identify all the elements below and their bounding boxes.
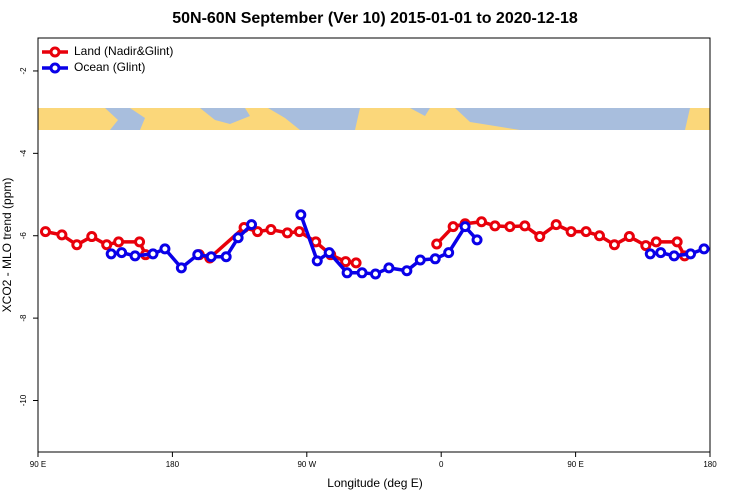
legend-marker	[49, 62, 61, 74]
data-point	[414, 254, 426, 266]
map-land	[105, 108, 145, 130]
data-point	[534, 231, 546, 243]
data-point	[431, 238, 443, 250]
data-point	[293, 226, 305, 238]
y-axis-label: XCO2 - MLO trend (ppm)	[0, 178, 14, 313]
data-point	[129, 250, 141, 262]
data-point	[685, 248, 697, 260]
data-point	[232, 232, 244, 244]
y-tick-label: -10	[19, 394, 28, 406]
data-point	[175, 262, 187, 274]
data-point	[311, 255, 323, 267]
data-point	[205, 251, 217, 263]
data-point	[323, 247, 335, 259]
data-point	[101, 239, 113, 251]
data-point	[671, 236, 683, 248]
data-point	[369, 268, 381, 280]
data-point	[504, 221, 516, 233]
x-tick-label: 180	[166, 460, 180, 469]
data-point	[640, 240, 652, 252]
data-point	[252, 226, 264, 238]
data-point	[340, 256, 352, 268]
data-point	[476, 216, 488, 228]
data-point	[56, 229, 68, 241]
legend-marker	[49, 46, 61, 58]
data-point	[220, 251, 232, 263]
legend-label: Ocean (Glint)	[74, 60, 145, 74]
data-point	[489, 220, 501, 232]
data-point	[698, 243, 710, 255]
data-point	[350, 257, 362, 269]
data-point	[134, 236, 146, 248]
x-axis-label: Longitude (deg E)	[327, 476, 422, 490]
series-line	[110, 223, 253, 270]
y-tick-label: -4	[19, 149, 28, 157]
map-land	[200, 108, 250, 124]
data-point	[593, 230, 605, 242]
data-point	[116, 247, 128, 259]
data-point	[608, 239, 620, 251]
y-tick-label: -6	[19, 232, 28, 240]
data-point	[383, 262, 395, 274]
data-point	[565, 226, 577, 238]
y-tick-label: -2	[19, 67, 28, 75]
x-tick-label: 90 E	[567, 460, 583, 469]
data-point	[113, 236, 125, 248]
data-point	[281, 227, 293, 239]
map-land	[268, 108, 360, 130]
data-point	[623, 231, 635, 243]
data-point	[644, 248, 656, 260]
data-point	[519, 220, 531, 232]
data-point	[295, 209, 307, 221]
y-tick-label: -8	[19, 314, 28, 322]
x-tick-label: 90 W	[297, 460, 316, 469]
chart-title: 50N-60N September (Ver 10) 2015-01-01 to…	[172, 10, 578, 27]
data-point	[265, 224, 277, 236]
data-point	[443, 247, 455, 259]
data-point	[86, 231, 98, 243]
map-land	[410, 108, 430, 116]
data-point	[105, 248, 117, 260]
data-point	[650, 236, 662, 248]
data-point	[459, 221, 471, 233]
data-point	[655, 247, 667, 259]
data-point	[447, 221, 459, 233]
x-tick-label: 0	[439, 460, 444, 469]
plot-frame	[37, 37, 711, 453]
data-point	[71, 239, 83, 251]
map-land	[455, 108, 690, 130]
data-point	[159, 243, 171, 255]
data-point	[550, 219, 562, 231]
map-strip	[38, 108, 710, 130]
data-point	[246, 219, 258, 231]
data-point	[471, 234, 483, 246]
legend-label: Land (Nadir&Glint)	[74, 44, 173, 58]
data-point	[192, 249, 204, 261]
data-point	[147, 248, 159, 260]
data-point	[341, 267, 353, 279]
data-point	[39, 226, 51, 238]
data-point	[429, 253, 441, 265]
data-point	[580, 226, 592, 238]
data-point	[401, 265, 413, 277]
x-tick-label: 90 E	[30, 460, 46, 469]
data-point	[356, 267, 368, 279]
x-tick-label: 180	[703, 460, 717, 469]
data-point	[668, 250, 680, 262]
